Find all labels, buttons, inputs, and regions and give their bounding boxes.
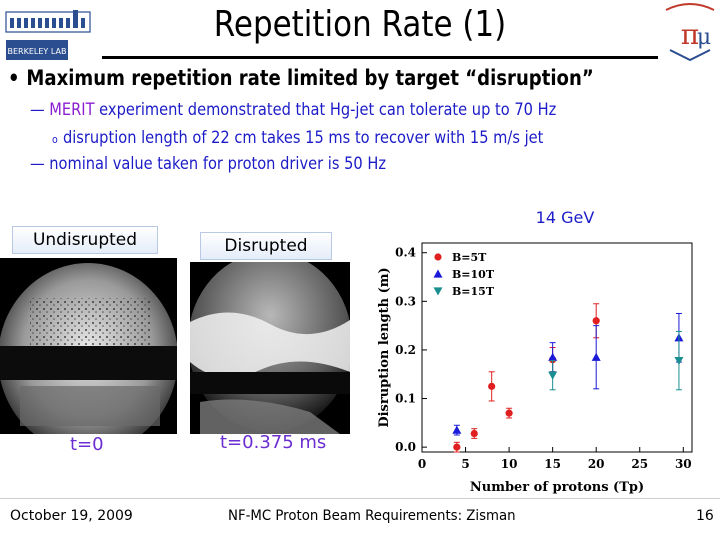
data-point [591,352,601,361]
legend-label: B=10T [452,268,495,281]
x-tick-label: 30 [675,457,692,471]
data-point [470,429,478,438]
neutrino-factory-muon-collider-logo-icon: π μ [665,3,715,62]
y-tick-label: 0.3 [395,294,416,308]
x-tick-label: 5 [461,457,469,471]
dash-marker: — [30,100,45,120]
series-b-10t [452,312,684,436]
data-point [505,409,513,417]
svg-text:μ: μ [697,25,711,50]
energy-annotation: 14 GeV [536,208,595,227]
slide-title: Repetition Rate (1) [213,4,507,45]
x-tick-label: 0 [418,457,426,471]
data-point [453,443,461,451]
undisrupted-time-label: t=0 [70,434,104,455]
data-point [548,352,558,361]
data-point [674,357,684,366]
data-point [548,371,558,380]
data-point [592,317,600,325]
y-tick-label: 0.4 [395,246,416,260]
legend-label: B=15T [452,285,495,298]
bullet-dot-icon: • [8,66,20,90]
logo-left-text: BERKELEY LAB [8,47,67,56]
sub-bullet-merit-text: experiment demonstrated that Hg-jet can … [94,100,557,120]
page-number: 16 [696,508,714,524]
bullet-main-text: Maximum repetition rate limited by targe… [26,66,594,90]
sub-bullet-nominal-text: nominal value taken for proton driver is… [49,154,387,174]
x-tick-label: 15 [544,457,561,471]
y-tick-label: 0.1 [395,392,416,406]
circle-marker: o [52,133,58,146]
sub-bullet-merit: — MERIT experiment demonstrated that Hg-… [30,100,556,120]
legend-marker [433,287,443,296]
undisrupted-jet-photo [0,258,177,434]
disrupted-jet-photo [190,262,350,434]
axis-ticks: 0 5 10 15 20 25 30 0.0 0.1 0.2 0.3 0.4 [395,246,692,471]
disrupted-caption: Disrupted [200,232,332,260]
sub-bullet-nominal: — nominal value taken for proton driver … [30,154,386,174]
x-axis-label: Number of protons (Tp) [470,480,644,495]
svg-text:π: π [681,18,699,51]
sub-bullet-recovery: o disruption length of 22 cm takes 15 ms … [52,128,543,148]
disruption-length-chart: 14 GeV 0 5 10 15 20 25 300.00.10.20.30.4 B=5TB… [377,208,693,495]
footer-divider [0,498,720,499]
data-point [452,425,462,434]
disrupted-time-label: t=0.375 ms [220,432,327,453]
y-tick-label: 0.0 [395,440,416,454]
sub-bullet-recovery-text: disruption length of 22 cm takes 15 ms t… [62,128,544,148]
merit-highlight: MERIT [49,100,95,120]
x-tick-label: 25 [631,457,648,471]
legend-label: B=5T [452,251,487,264]
data-point [488,382,496,390]
footer-title: NF-MC Proton Beam Requirements: Zisman [228,508,516,524]
berkeley-lab-logo-icon: BERKELEY LAB [5,10,91,60]
series-b-5t [453,303,600,453]
dash-marker: — [30,154,45,174]
legend-marker [434,253,442,261]
data-series [452,303,684,453]
x-tick-label: 10 [501,457,518,471]
series-b-15t [548,330,684,391]
plot-frame [421,242,693,453]
footer-date: October 19, 2009 [10,508,133,524]
undisrupted-caption: Undisrupted [12,226,158,254]
y-tick-label: 0.2 [395,343,416,357]
legend: B=5T B=10T B=15T [433,251,495,298]
title-underline [102,56,658,59]
x-tick-label: 20 [588,457,605,471]
bullet-main: • Maximum repetition rate limited by targ… [8,66,594,90]
legend-marker [433,269,443,278]
y-axis-label: Disruption length (m) [377,267,392,427]
